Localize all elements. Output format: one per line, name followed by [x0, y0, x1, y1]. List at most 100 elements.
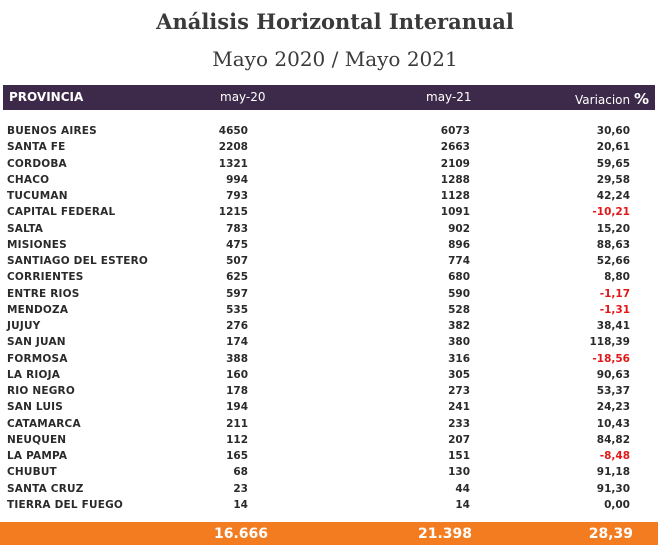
- cell-may20: 597: [226, 287, 248, 300]
- page-subtitle: Mayo 2020 / Mayo 2021: [212, 47, 458, 71]
- cell-provincia: MISIONES: [7, 238, 67, 251]
- cell-may20: 2208: [218, 141, 248, 154]
- cell-variacion: 53,37: [596, 385, 630, 397]
- cell-variacion: 84,82: [596, 433, 630, 446]
- table-row: TUCUMAN 793 1128 42,24: [0, 188, 670, 204]
- cell-provincia: ENTRE RIOS: [7, 287, 80, 300]
- cell-may21: 382: [448, 320, 470, 332]
- table-row: SAN JUAN 174 380 118,39: [0, 334, 670, 350]
- cell-may21: 44: [455, 482, 470, 495]
- column-header-provincia: PROVINCIA: [9, 90, 84, 104]
- table-header: PROVINCIA may-20 may-21 Variacion %: [3, 85, 655, 110]
- cell-may20: 388: [226, 352, 248, 365]
- table-row: CORRIENTES 625 680 8,80: [0, 269, 670, 285]
- cell-may20: 23: [233, 482, 248, 495]
- cell-may20: 194: [226, 401, 248, 414]
- cell-provincia: CHUBUT: [7, 466, 57, 479]
- table-row: CORDOBA 1321 2109 59,65: [0, 156, 670, 172]
- cell-provincia: LA PAMPA: [7, 450, 68, 462]
- cell-provincia: JUJUY: [7, 320, 41, 332]
- cell-may21: 316: [448, 352, 470, 365]
- cell-provincia: MENDOZA: [7, 303, 69, 316]
- cell-provincia: SANTIAGO DEL ESTERO: [7, 255, 148, 267]
- cell-provincia: CORRIENTES: [7, 271, 84, 284]
- cell-may21: 305: [448, 368, 470, 381]
- table-row: JUJUY 276 382 38,41: [0, 318, 670, 334]
- cell-may20: 793: [226, 190, 248, 202]
- cell-variacion: 24,23: [596, 401, 630, 414]
- table-row: LA RIOJA 160 305 90,63: [0, 367, 670, 383]
- cell-may21: 2663: [440, 141, 470, 154]
- cell-variacion: -8,48: [599, 450, 630, 462]
- cell-may21: 14: [455, 498, 470, 511]
- totals-row: 16.666 21.398 28,39: [0, 522, 658, 545]
- variacion-label: Variacion: [575, 93, 631, 107]
- cell-may21: 902: [448, 222, 470, 235]
- page-title: Análisis Horizontal Interanual: [156, 9, 514, 34]
- cell-provincia: NEUQUEN: [7, 433, 67, 446]
- cell-variacion: -10,21: [592, 206, 630, 219]
- cell-may21: 207: [448, 433, 470, 446]
- cell-variacion: 8,80: [604, 271, 630, 284]
- cell-may20: 475: [226, 238, 248, 251]
- table-row: CHUBUT 68 130 91,18: [0, 464, 670, 480]
- cell-may21: 1091: [440, 206, 470, 219]
- cell-may20: 68: [233, 466, 248, 479]
- cell-provincia: RIO NEGRO: [7, 385, 75, 397]
- total-may21: 21.398: [417, 526, 472, 542]
- total-may20: 16.666: [213, 526, 268, 542]
- cell-variacion: 52,66: [596, 255, 630, 267]
- table-row: CAPITAL FEDERAL 1215 1091 -10,21: [0, 204, 670, 220]
- cell-may20: 276: [226, 320, 248, 332]
- cell-may20: 625: [226, 271, 248, 284]
- cell-may21: 6073: [440, 125, 470, 137]
- cell-provincia: CAPITAL FEDERAL: [7, 206, 116, 219]
- total-variacion: 28,39: [588, 526, 633, 542]
- cell-may21: 528: [448, 303, 470, 316]
- cell-provincia: CORDOBA: [7, 157, 67, 170]
- table-row: CHACO 994 1288 29,58: [0, 172, 670, 188]
- cell-may20: 112: [226, 433, 248, 446]
- table-row: FORMOSA 388 316 -18,56: [0, 351, 670, 367]
- cell-may21: 151: [448, 450, 470, 462]
- column-header-may20: may-20: [220, 90, 266, 104]
- cell-may20: 4650: [218, 125, 248, 137]
- table-body: BUENOS AIRES 4650 6073 30,60 SANTA FE 2208 266…: [0, 123, 670, 513]
- cell-variacion: 38,41: [596, 320, 630, 332]
- cell-may20: 165: [226, 450, 248, 462]
- cell-may21: 680: [448, 271, 470, 284]
- cell-variacion: 59,65: [596, 157, 630, 170]
- cell-variacion: 90,63: [596, 368, 630, 381]
- cell-variacion: 10,43: [596, 417, 630, 430]
- cell-may21: 1288: [440, 173, 470, 186]
- cell-provincia: LA RIOJA: [7, 368, 61, 381]
- table-row: LA PAMPA 165 151 -8,48: [0, 448, 670, 464]
- cell-variacion: 118,39: [589, 336, 630, 349]
- table-row: SANTIAGO DEL ESTERO 507 774 52,66: [0, 253, 670, 269]
- table-row: NEUQUEN 112 207 84,82: [0, 432, 670, 448]
- cell-provincia: SAN LUIS: [7, 401, 64, 414]
- table-row: SANTA CRUZ 23 44 91,30: [0, 481, 670, 497]
- cell-may20: 535: [226, 303, 248, 316]
- cell-provincia: BUENOS AIRES: [7, 125, 97, 137]
- column-header-variacion: Variacion %: [575, 90, 649, 108]
- cell-variacion: 20,61: [596, 141, 630, 154]
- cell-may20: 1215: [218, 206, 248, 219]
- column-header-may21: may-21: [426, 90, 472, 104]
- cell-provincia: SALTA: [7, 222, 44, 235]
- cell-may20: 507: [226, 255, 248, 267]
- cell-may20: 14: [233, 498, 248, 511]
- table-row: RIO NEGRO 178 273 53,37: [0, 383, 670, 399]
- cell-variacion: -1,17: [599, 287, 630, 300]
- cell-variacion: 15,20: [596, 222, 630, 235]
- cell-variacion: 30,60: [596, 125, 630, 137]
- table-row: TIERRA DEL FUEGO 14 14 0,00: [0, 497, 670, 513]
- table-row: MENDOZA 535 528 -1,31: [0, 302, 670, 318]
- table-row: SAN LUIS 194 241 24,23: [0, 399, 670, 415]
- cell-variacion: 91,18: [596, 466, 630, 479]
- table-row: SANTA FE 2208 2663 20,61: [0, 139, 670, 155]
- cell-provincia: CHACO: [7, 173, 50, 186]
- percent-sign: %: [633, 90, 649, 108]
- cell-may20: 178: [226, 385, 248, 397]
- cell-provincia: TUCUMAN: [7, 190, 68, 202]
